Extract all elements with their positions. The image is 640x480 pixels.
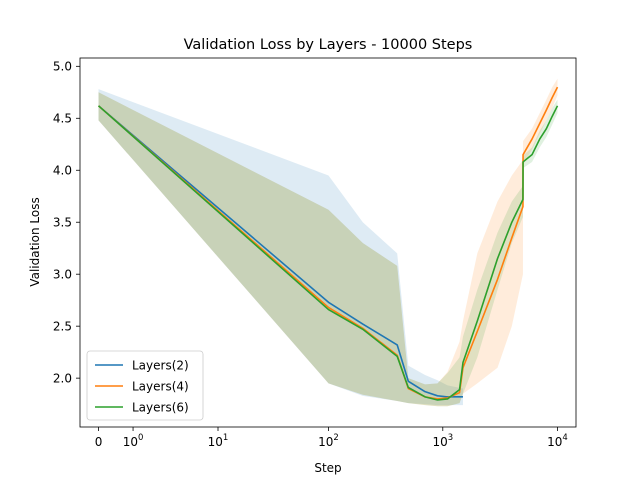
legend-label-1: Layers(2): [132, 358, 189, 372]
series-line-1: [98, 105, 463, 398]
x-tick-label: 103: [432, 433, 453, 449]
x-tick-label: 102: [318, 433, 339, 449]
x-axis-ticks: 0 100 101 102 103 104: [95, 427, 568, 449]
legend-label-3: Layers(6): [132, 400, 189, 414]
x-tick-label: 101: [208, 433, 229, 449]
y-tick-label: 3.0: [53, 268, 72, 282]
y-tick-label: 2.0: [53, 371, 72, 385]
confidence-band-1: [98, 89, 463, 406]
confidence-bands: [98, 78, 558, 407]
x-tick-label: 100: [123, 433, 144, 449]
y-axis-label: Validation Loss: [28, 197, 42, 286]
x-axis-label: Step: [314, 461, 341, 475]
chart-title: Validation Loss by Layers - 10000 Steps: [184, 37, 473, 53]
series-line-3: [97, 105, 559, 401]
legend-box: [86, 350, 204, 421]
y-tick-label: 4.5: [53, 112, 72, 126]
confidence-band-2: [98, 78, 558, 407]
y-tick-label: 5.0: [53, 60, 72, 74]
y-tick-label: 2.5: [53, 319, 72, 333]
plot-frame: [79, 57, 577, 428]
confidence-band-3: [98, 92, 558, 407]
legend: Layers(2) Layers(4) Layers(6): [86, 350, 204, 421]
y-tick-label: 4.0: [53, 164, 72, 178]
x-tick-label: 104: [547, 433, 568, 449]
x-tick-label: 0: [95, 435, 103, 449]
legend-label-2: Layers(4): [132, 379, 189, 393]
y-tick-label: 3.5: [53, 216, 72, 230]
y-axis-ticks: 2.0 2.5 3.0 3.5 4.0 4.5 5.0: [53, 60, 80, 385]
series-lines: [97, 86, 559, 401]
